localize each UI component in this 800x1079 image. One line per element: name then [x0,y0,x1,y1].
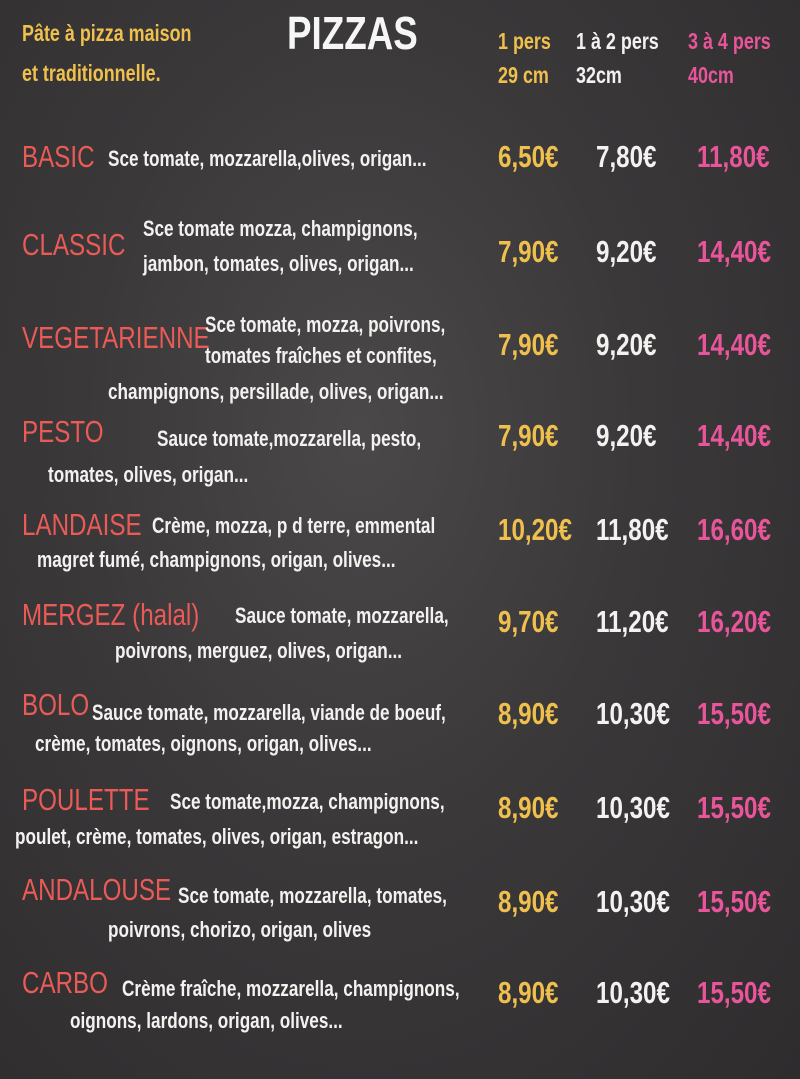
price-size-2: 9,20€ [596,327,657,362]
pizza-description-line: tomates, olives, origan... [48,462,249,487]
pizza-name: CLASSIC [22,227,126,262]
price-size-2: 10,30€ [596,975,670,1010]
price-size-1: 10,20€ [498,512,572,547]
price-size-2: 10,30€ [596,884,670,919]
tagline-line-2: et traditionnelle. [22,60,161,86]
price-size-3: 11,80€ [697,139,770,174]
size-2-cm: 32cm [576,62,622,88]
price-size-1: 6,50€ [498,139,559,174]
size-2-label: 1 à 2 pers [576,28,659,54]
pizza-description-line: poulet, crème, tomates, olives, origan, … [15,824,419,849]
pizza-description-line: Sce tomate,mozza, champignons, [170,789,445,814]
pizza-description-line: Sce tomate, mozzarella,olives, origan... [108,146,427,171]
pizza-name: POULETTE [22,782,150,817]
price-size-1: 7,90€ [498,418,559,453]
pizza-name: VEGETARIENNE [22,320,210,355]
pizza-name: PESTO [22,414,104,449]
price-size-2: 11,20€ [596,604,669,639]
price-size-1: 8,90€ [498,975,559,1010]
pizza-name: ANDALOUSE [22,872,172,907]
pizza-description-line: Sce tomate, mozza, poivrons, [205,312,446,337]
pizza-description-line: jambon, tomates, olives, origan... [143,251,414,276]
pizza-description-line: magret fumé, champignons, origan, olives… [37,547,396,572]
pizza-name: CARBO [22,965,108,1000]
price-size-2: 11,80€ [596,512,669,547]
price-size-2: 10,30€ [596,696,670,731]
price-size-3: 14,40€ [697,327,771,362]
price-size-3: 15,50€ [697,975,771,1010]
price-size-3: 16,20€ [697,604,771,639]
price-size-2: 9,20€ [596,418,657,453]
price-size-1: 7,90€ [498,234,559,269]
pizza-description-line: tomates fraîches et confites, [205,343,437,368]
price-size-1: 8,90€ [498,790,559,825]
price-size-3: 15,50€ [697,884,771,919]
price-size-3: 14,40€ [697,418,771,453]
pizza-description-line: poivrons, chorizo, origan, olives [108,917,372,942]
page-title: PIZZAS [287,7,418,59]
price-size-1: 8,90€ [498,696,559,731]
pizza-description-line: poivrons, merguez, olives, origan... [115,638,403,663]
pizza-description-line: crème, tomates, oignons, origan, olives.… [35,731,372,756]
pizza-description-line: Crème, mozza, p d terre, emmental [152,513,436,538]
pizza-description-line: oignons, lardons, origan, olives... [70,1008,343,1033]
price-size-3: 15,50€ [697,790,771,825]
price-size-3: 16,60€ [697,512,771,547]
price-size-1: 7,90€ [498,327,559,362]
pizza-description-line: Sce tomate, mozzarella, tomates, [178,883,447,908]
size-3-cm: 40cm [688,62,734,88]
pizza-name: MERGEZ (halal) [22,597,200,632]
price-size-3: 15,50€ [697,696,771,731]
price-size-3: 14,40€ [697,234,771,269]
price-size-2: 7,80€ [596,139,657,174]
price-size-1: 8,90€ [498,884,559,919]
pizza-description-line: Sauce tomate, mozzarella, viande de boeu… [92,700,446,725]
size-1-label: 1 pers [498,28,551,54]
pizza-description-line: champignons, persillade, olives, origan.… [108,379,444,404]
pizza-description-line: Crème fraîche, mozzarella, champignons, [122,976,460,1001]
price-size-2: 9,20€ [596,234,657,269]
tagline-line-1: Pâte à pizza maison [22,20,192,46]
price-size-2: 10,30€ [596,790,670,825]
pizza-description-line: Sauce tomate,mozzarella, pesto, [157,426,422,451]
pizza-description-line: Sauce tomate, mozzarella, [235,603,449,628]
size-3-label: 3 à 4 pers [688,28,771,54]
pizza-description-line: Sce tomate mozza, champignons, [143,216,418,241]
pizza-name: LANDAISE [22,507,142,542]
size-1-cm: 29 cm [498,62,549,88]
price-size-1: 9,70€ [498,604,559,639]
pizza-name: BOLO [22,687,90,722]
pizza-name: BASIC [22,139,95,174]
